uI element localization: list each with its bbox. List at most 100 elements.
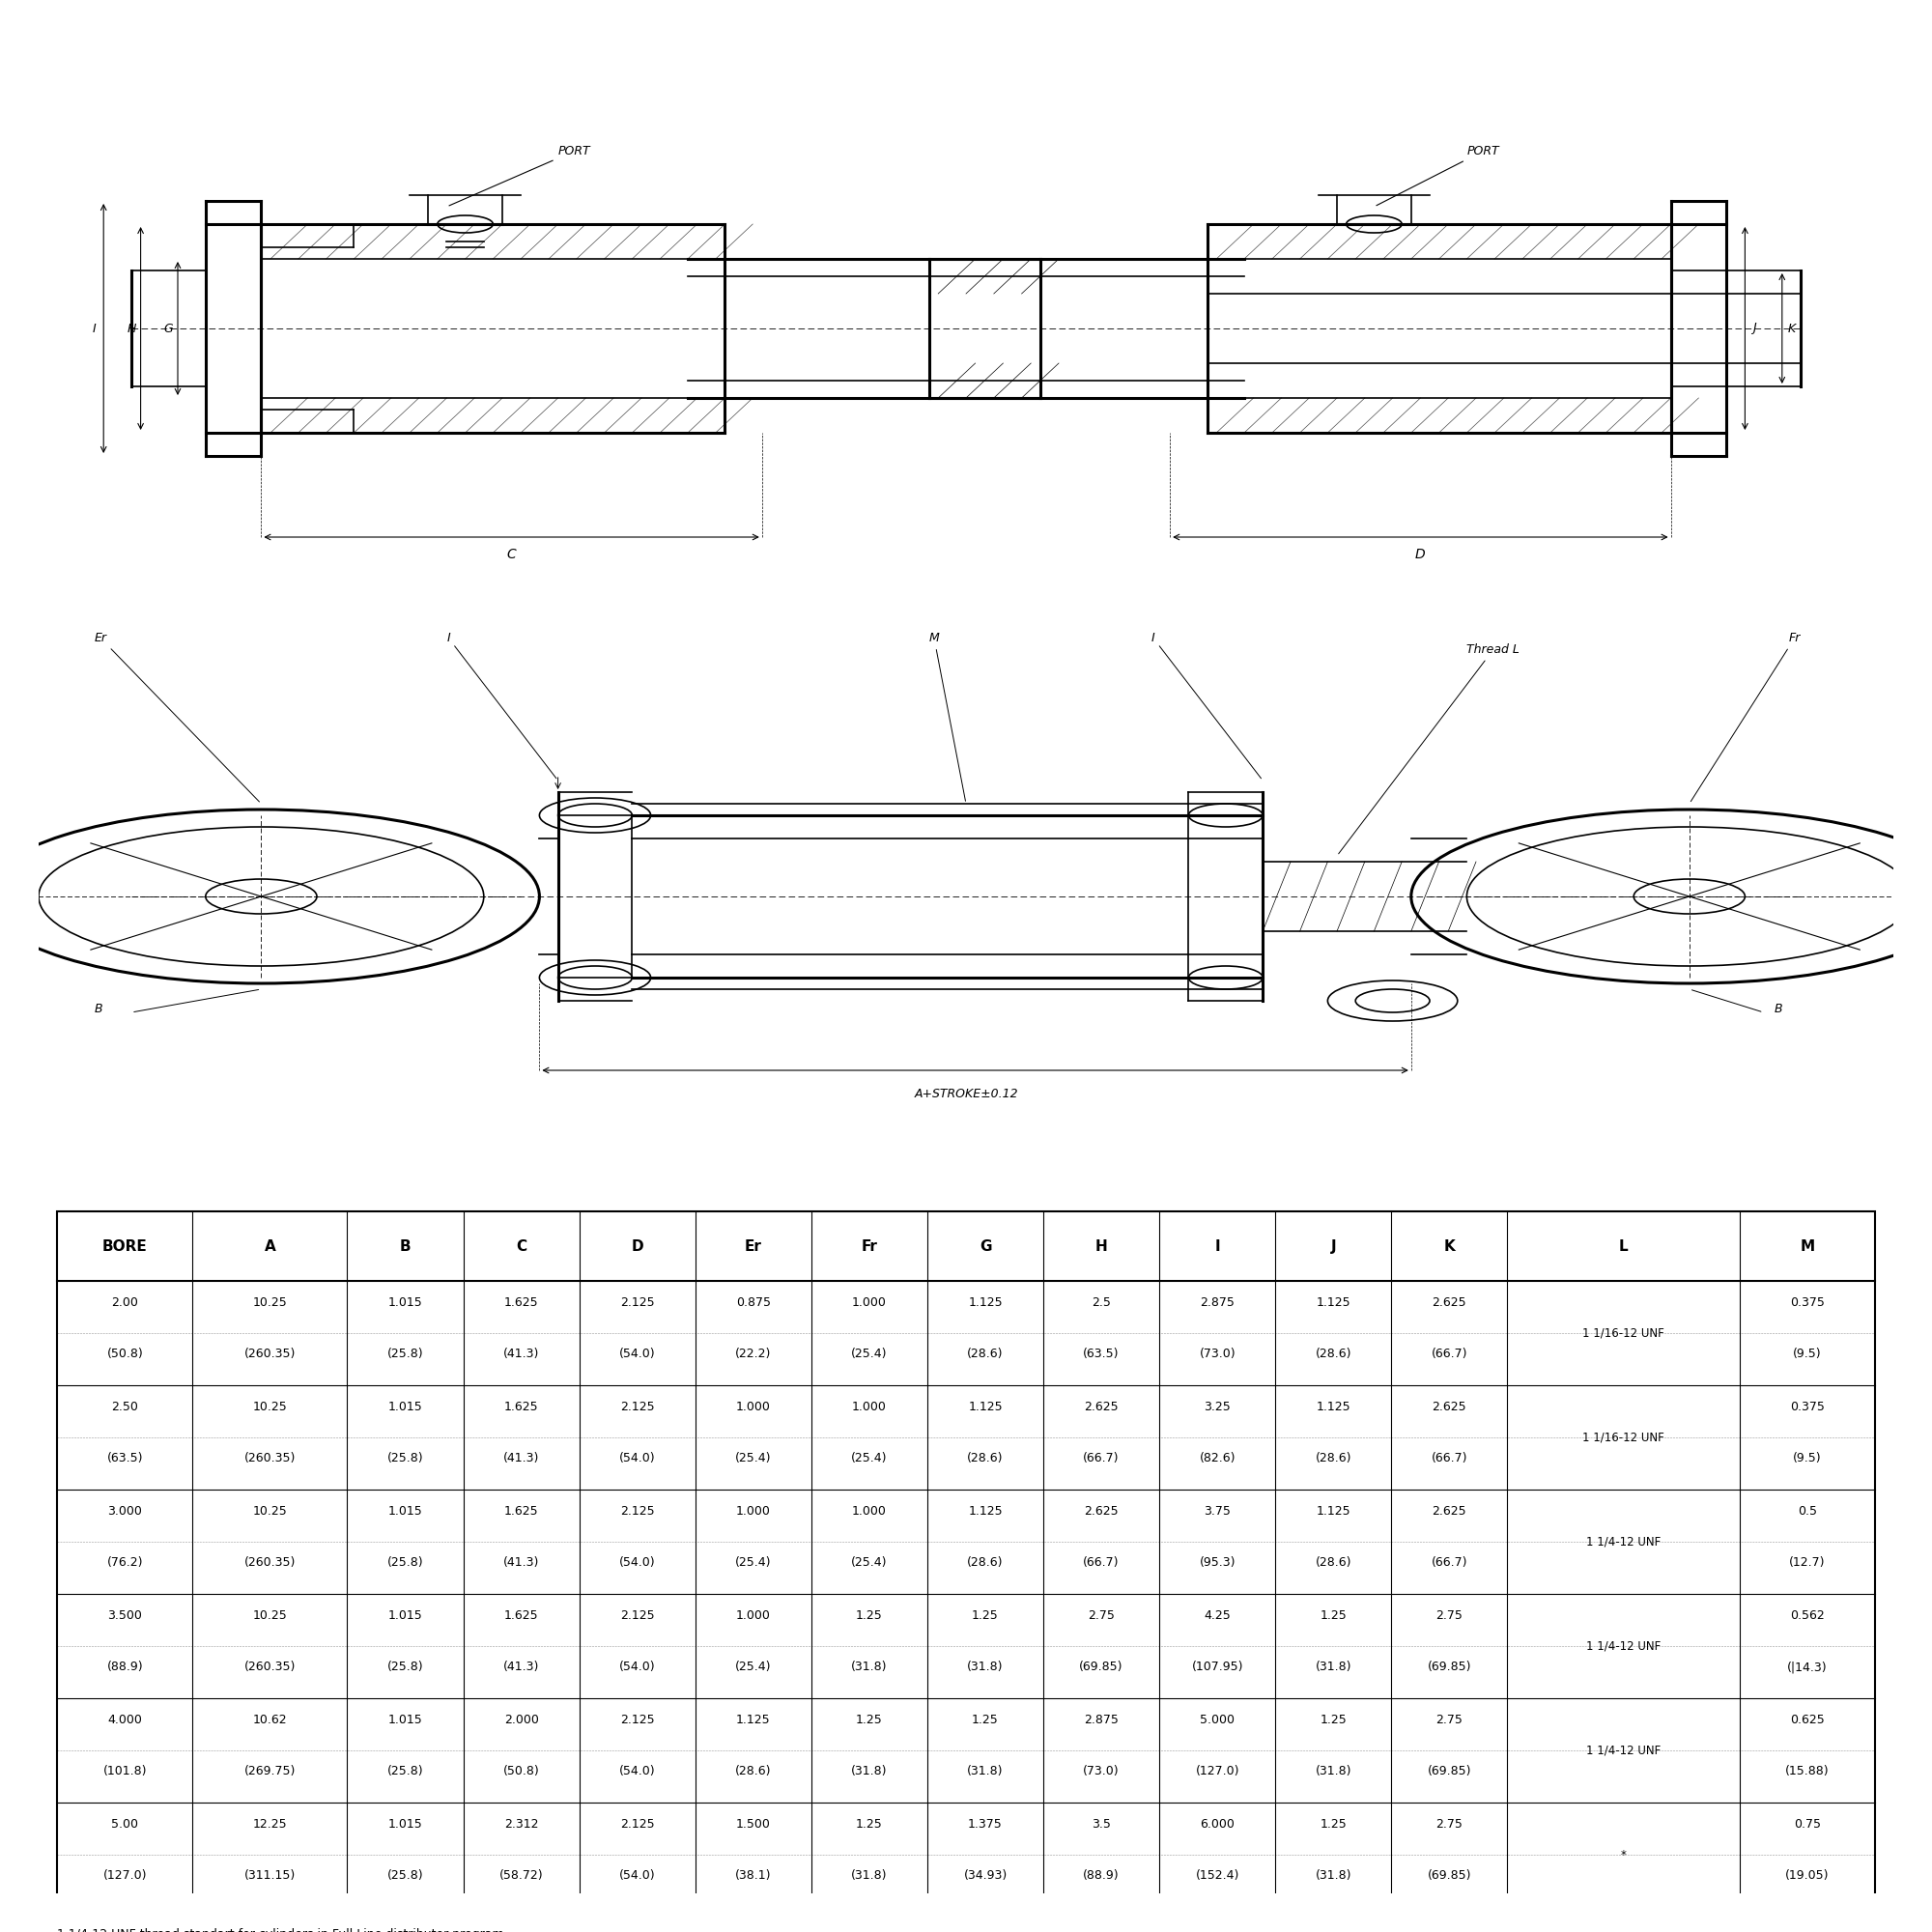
Text: 1.625: 1.625 <box>504 1609 539 1621</box>
Text: (54.0): (54.0) <box>618 1453 655 1464</box>
Text: 2.125: 2.125 <box>620 1296 655 1308</box>
Text: (34.93): (34.93) <box>964 1870 1007 1882</box>
Text: 1.000: 1.000 <box>852 1401 887 1412</box>
Text: 2.125: 2.125 <box>620 1401 655 1412</box>
Text: 1.015: 1.015 <box>388 1818 423 1830</box>
Text: (58.72): (58.72) <box>498 1870 543 1882</box>
Text: 10.25: 10.25 <box>253 1609 288 1621</box>
Text: (25.8): (25.8) <box>386 1453 423 1464</box>
Text: (31.8): (31.8) <box>852 1870 887 1882</box>
Text: (127.0): (127.0) <box>102 1870 147 1882</box>
Text: 1.25: 1.25 <box>856 1714 883 1725</box>
Text: (66.7): (66.7) <box>1084 1557 1119 1569</box>
Text: 3.25: 3.25 <box>1204 1401 1231 1412</box>
Text: 1.25: 1.25 <box>972 1609 999 1621</box>
Text: 2.75: 2.75 <box>1435 1609 1463 1621</box>
Text: *: * <box>1621 1849 1627 1861</box>
Text: (73.0): (73.0) <box>1084 1766 1119 1777</box>
Text: 1.125: 1.125 <box>1316 1401 1350 1412</box>
Text: 3.000: 3.000 <box>108 1505 143 1517</box>
Text: (66.7): (66.7) <box>1432 1453 1468 1464</box>
Text: 2.125: 2.125 <box>620 1505 655 1517</box>
Text: (25.8): (25.8) <box>386 1557 423 1569</box>
Text: 1.625: 1.625 <box>504 1296 539 1308</box>
Text: (41.3): (41.3) <box>502 1349 539 1360</box>
Text: 1.125: 1.125 <box>736 1714 771 1725</box>
Text: 3.75: 3.75 <box>1204 1505 1231 1517</box>
Text: (54.0): (54.0) <box>618 1662 655 1673</box>
Text: (25.8): (25.8) <box>386 1349 423 1360</box>
Text: (50.8): (50.8) <box>106 1349 143 1360</box>
Text: (54.0): (54.0) <box>618 1766 655 1777</box>
Text: (269.75): (269.75) <box>243 1766 296 1777</box>
Text: (50.8): (50.8) <box>502 1766 539 1777</box>
Text: Fr: Fr <box>1690 632 1801 802</box>
Text: Er: Er <box>744 1238 761 1254</box>
Text: 1.000: 1.000 <box>852 1296 887 1308</box>
Text: (25.4): (25.4) <box>736 1557 771 1569</box>
Text: G: G <box>164 323 174 334</box>
Text: (15.88): (15.88) <box>1785 1766 1830 1777</box>
Text: 3.5: 3.5 <box>1092 1818 1111 1830</box>
Text: Er: Er <box>95 632 259 802</box>
Text: (25.4): (25.4) <box>852 1349 887 1360</box>
Text: 4.000: 4.000 <box>108 1714 143 1725</box>
Text: 1.125: 1.125 <box>1316 1505 1350 1517</box>
Text: (101.8): (101.8) <box>102 1766 147 1777</box>
Text: 2.875: 2.875 <box>1200 1296 1235 1308</box>
Text: J: J <box>1752 323 1756 334</box>
Text: (28.6): (28.6) <box>1316 1453 1352 1464</box>
Text: 2.625: 2.625 <box>1432 1505 1466 1517</box>
Text: 1.125: 1.125 <box>968 1401 1003 1412</box>
Text: 1.25: 1.25 <box>972 1714 999 1725</box>
Text: 1.375: 1.375 <box>968 1818 1003 1830</box>
Text: 2.125: 2.125 <box>620 1714 655 1725</box>
Text: 2.125: 2.125 <box>620 1609 655 1621</box>
Text: (41.3): (41.3) <box>502 1557 539 1569</box>
Text: (69.85): (69.85) <box>1428 1662 1472 1673</box>
Text: 2.125: 2.125 <box>620 1818 655 1830</box>
Text: (260.35): (260.35) <box>243 1349 296 1360</box>
Text: Thread L: Thread L <box>1339 643 1520 854</box>
Text: (28.6): (28.6) <box>736 1766 771 1777</box>
Text: 2.625: 2.625 <box>1432 1296 1466 1308</box>
Text: 1.25: 1.25 <box>856 1609 883 1621</box>
Text: 2.312: 2.312 <box>504 1818 539 1830</box>
Text: 2.625: 2.625 <box>1084 1505 1119 1517</box>
Text: 1.000: 1.000 <box>736 1609 771 1621</box>
Text: (25.8): (25.8) <box>386 1870 423 1882</box>
Text: 1 1/16-12 UNF: 1 1/16-12 UNF <box>1582 1327 1663 1339</box>
Text: (63.5): (63.5) <box>1084 1349 1119 1360</box>
Text: D: D <box>1416 549 1426 560</box>
Text: J: J <box>1331 1238 1337 1254</box>
Text: 1 1/4-12 UNF: 1 1/4-12 UNF <box>1586 1536 1662 1548</box>
Text: 2.50: 2.50 <box>112 1401 139 1412</box>
Text: 1 1/4-12 UNF: 1 1/4-12 UNF <box>1586 1745 1662 1756</box>
Text: (54.0): (54.0) <box>618 1870 655 1882</box>
Text: Fr: Fr <box>862 1238 877 1254</box>
Text: 10.25: 10.25 <box>253 1401 288 1412</box>
Text: M: M <box>929 632 966 802</box>
Text: 10.62: 10.62 <box>253 1714 288 1725</box>
Text: (28.6): (28.6) <box>968 1453 1003 1464</box>
Text: BORE: BORE <box>102 1238 147 1254</box>
Text: 10.25: 10.25 <box>253 1296 288 1308</box>
Text: 1.000: 1.000 <box>736 1401 771 1412</box>
Text: 1.625: 1.625 <box>504 1401 539 1412</box>
Text: K: K <box>1787 323 1795 334</box>
Text: 1.25: 1.25 <box>856 1818 883 1830</box>
Text: H: H <box>128 323 135 334</box>
Text: (31.8): (31.8) <box>968 1766 1003 1777</box>
Text: K: K <box>1443 1238 1455 1254</box>
Text: (28.6): (28.6) <box>1316 1349 1352 1360</box>
Text: M: M <box>1801 1238 1814 1254</box>
Text: 1.015: 1.015 <box>388 1505 423 1517</box>
Text: (28.6): (28.6) <box>968 1349 1003 1360</box>
Text: 2.75: 2.75 <box>1435 1818 1463 1830</box>
Text: 1.000: 1.000 <box>852 1505 887 1517</box>
Text: 0.875: 0.875 <box>736 1296 771 1308</box>
Text: 1 1/4-12 UNF: 1 1/4-12 UNF <box>1586 1640 1662 1652</box>
Text: (22.2): (22.2) <box>736 1349 771 1360</box>
Text: 2.625: 2.625 <box>1432 1401 1466 1412</box>
Text: 1.015: 1.015 <box>388 1609 423 1621</box>
